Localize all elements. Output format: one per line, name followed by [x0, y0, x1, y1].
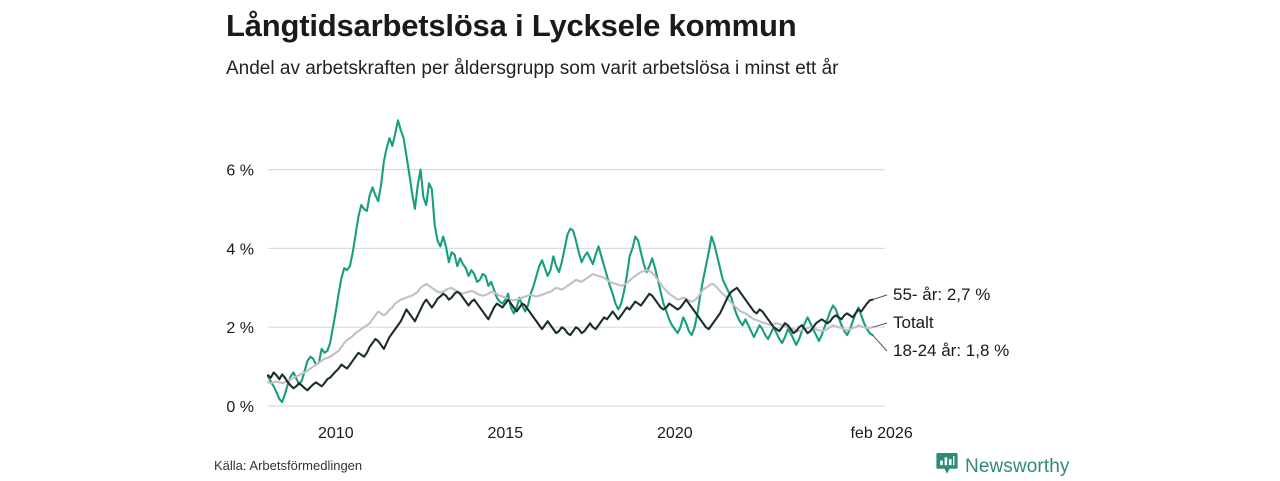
source-note: Källa: Arbetsförmedlingen — [214, 458, 363, 473]
newsworthy-logo[interactable]: Newsworthy — [936, 452, 1069, 481]
series-end-labels: 55- år: 2,7 % Totalt 18-24 år: 1,8 % — [893, 285, 1009, 360]
y-axis-tick-labels: 0 % 2 % 4 % 6 % — [226, 163, 254, 416]
series-leader-line — [872, 294, 888, 301]
series-end-label: 55- år: 2,7 % — [893, 285, 990, 304]
x-axis-tick-label: feb 2026 — [850, 425, 912, 442]
x-axis-tick-labels: 2010 2015 2020 feb 2026 — [318, 425, 913, 442]
series-end-label: 18-24 år: 1,8 % — [893, 341, 1009, 360]
chart-subtitle: Andel av arbetskraften per åldersgrupp s… — [226, 58, 839, 79]
series-leader-line — [872, 334, 888, 352]
series-line — [266, 119, 874, 404]
y-axis-tick-label: 0 % — [226, 399, 254, 416]
y-axis-tick-label: 2 % — [226, 320, 254, 337]
x-axis-tick-label: 2020 — [657, 425, 693, 442]
x-axis-tick-label: 2015 — [488, 425, 524, 442]
x-axis-tick-label: 2010 — [318, 425, 354, 442]
series-end-label: Totalt — [893, 313, 934, 332]
series-paths-group — [266, 119, 874, 404]
y-axis-tick-label: 6 % — [226, 163, 254, 180]
bar-chart-bubble-icon — [936, 452, 958, 481]
y-axis-tick-label: 4 % — [226, 241, 254, 258]
series-leader-line — [872, 322, 888, 328]
series-leader-lines — [872, 294, 888, 352]
chart-title: Långtidsarbetslösa i Lycksele kommun — [226, 8, 797, 43]
logo-wordmark: Newsworthy — [965, 455, 1070, 477]
series-line — [266, 286, 874, 392]
